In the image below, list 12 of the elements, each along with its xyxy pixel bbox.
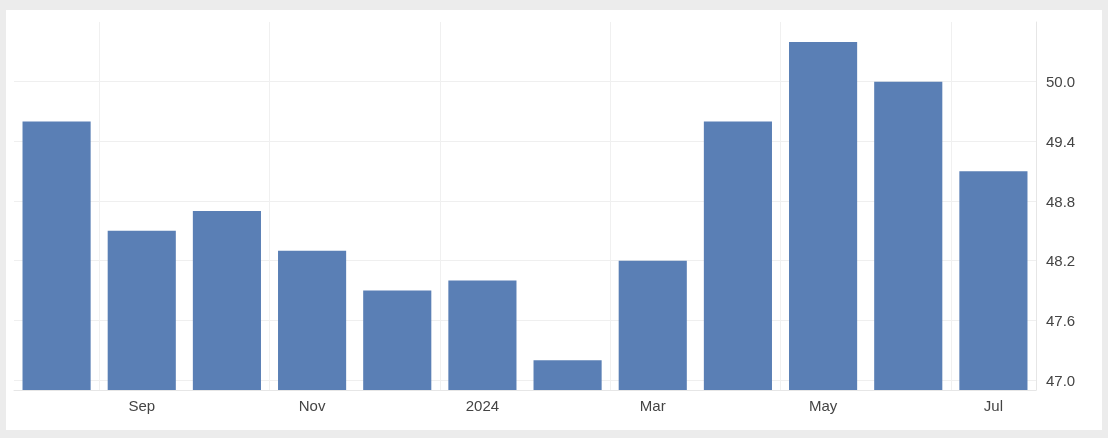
x-tick-label: Mar bbox=[639, 397, 666, 414]
x-tick-label: Nov bbox=[298, 397, 326, 414]
x-tick-label: May bbox=[808, 397, 838, 414]
y-tick-label: 48.2 bbox=[1046, 252, 1076, 270]
y-tick-label: 48.8 bbox=[1046, 192, 1076, 210]
y-tick-label: 47.6 bbox=[1046, 311, 1076, 329]
y-tick-label: 49.4 bbox=[1046, 132, 1076, 150]
y-tick-label: 50.0 bbox=[1046, 73, 1076, 91]
x-tick-label: 2024 bbox=[465, 397, 500, 414]
y-tick-label: 47.0 bbox=[1046, 371, 1076, 389]
x-tick-label: Jul bbox=[983, 397, 1004, 414]
x-tick-label: Sep bbox=[128, 397, 156, 414]
